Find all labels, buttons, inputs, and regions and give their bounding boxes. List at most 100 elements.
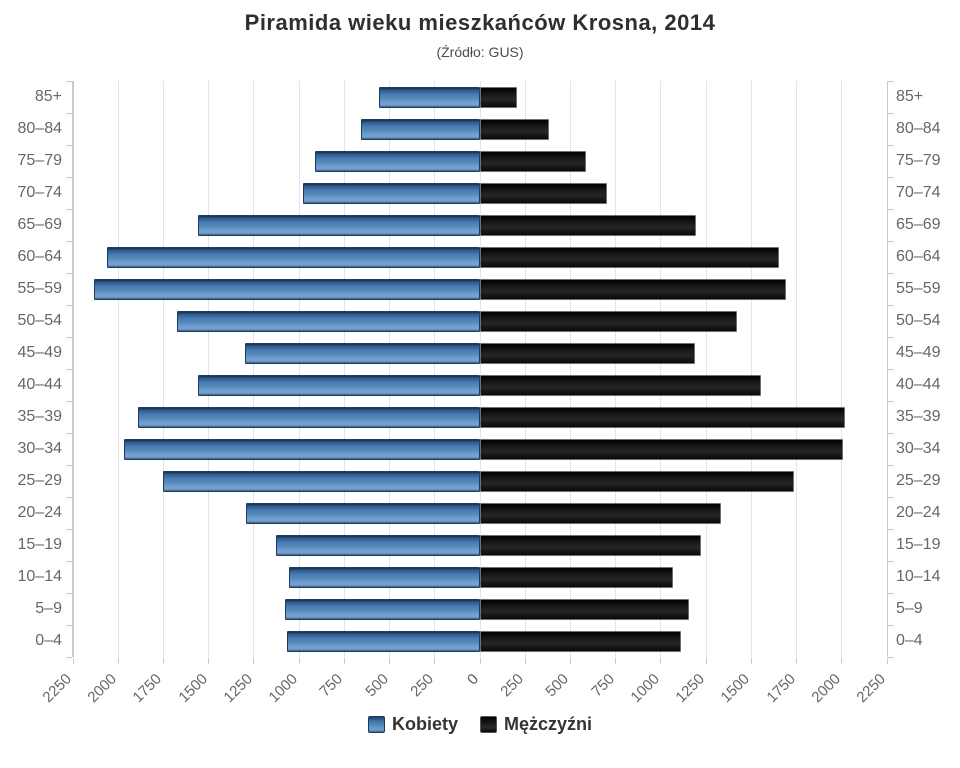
x-axis-tick [117, 658, 119, 664]
mezczyzni-bar-50–54 [480, 310, 737, 332]
x-axis-tick [434, 658, 436, 664]
age-group-label-right: 30–34 [896, 440, 941, 457]
legend-label-mezczyzni: Mężczyźni [503, 714, 593, 734]
age-group-label-right: 80–84 [896, 120, 941, 137]
x-axis-tick [660, 658, 662, 664]
left-axis-tick [66, 113, 72, 114]
x-gridline [705, 81, 707, 657]
mezczyzni-bar-25–29 [480, 470, 794, 492]
right-axis-tick [888, 305, 894, 306]
right-axis-tick [888, 401, 894, 402]
age-group-label-right: 15–19 [896, 536, 941, 553]
age-group-label-right: 45–49 [896, 344, 941, 361]
x-gridline [162, 81, 164, 657]
age-group-label-right: 25–29 [896, 472, 941, 489]
kobiety-swatch-icon [367, 716, 385, 733]
right-axis-tick [888, 561, 894, 562]
kobiety-bar-5–9 [284, 598, 480, 620]
right-axis-tick [888, 273, 894, 274]
left-axis-tick [66, 561, 72, 562]
left-axis-tick [66, 369, 72, 370]
left-axis-tick [66, 465, 72, 466]
mezczyzni-bar-70–74 [480, 182, 607, 204]
legend: Kobiety Mężczyźni [0, 714, 960, 735]
kobiety-bar-0–4 [287, 630, 480, 652]
legend-item-mezczyzni[interactable]: Mężczyźni [479, 714, 593, 735]
left-category-axis [72, 81, 73, 657]
x-axis-tick [796, 658, 798, 664]
left-axis-tick [66, 177, 72, 178]
kobiety-bar-10–14 [289, 566, 480, 588]
age-group-label-right: 65–69 [896, 216, 941, 233]
age-group-label-left: 75–79 [17, 152, 63, 169]
age-group-label-left: 55–59 [17, 280, 63, 297]
kobiety-bar-60–64 [107, 246, 480, 268]
age-group-label-left: 70–74 [17, 184, 63, 201]
x-gridline [253, 81, 255, 657]
x-gridline [434, 81, 436, 657]
age-group-label-left: 20–24 [17, 504, 63, 521]
x-gridline [750, 81, 752, 657]
chart-subtitle: (Źródło: GUS) [436, 44, 524, 60]
kobiety-bar-75–79 [315, 150, 480, 172]
age-group-label-right: 75–79 [896, 152, 941, 169]
left-axis-tick [66, 401, 72, 402]
x-gridline [389, 81, 391, 657]
right-axis-tick [888, 465, 894, 466]
age-group-label-left: 40–44 [17, 376, 63, 393]
mezczyzni-bar-15–19 [480, 534, 701, 556]
x-gridline [479, 81, 481, 657]
age-group-label-right: 70–74 [896, 184, 941, 201]
right-axis-tick [888, 209, 894, 210]
mezczyzni-bar-85+ [480, 86, 518, 108]
age-group-label-left: 25–29 [17, 472, 63, 489]
mezczyzni-swatch-icon [479, 716, 497, 733]
left-axis-tick [66, 625, 72, 626]
right-axis-tick [888, 145, 894, 146]
right-axis-tick [888, 337, 894, 338]
mezczyzni-bar-35–39 [480, 406, 846, 428]
mezczyzni-bar-80–84 [480, 118, 549, 140]
age-group-label-left: 5–9 [35, 600, 62, 617]
left-axis-tick [66, 593, 72, 594]
age-group-label-left: 35–39 [17, 408, 63, 425]
x-axis-tick [705, 658, 707, 664]
age-group-label-left: 50–54 [17, 312, 63, 329]
mezczyzni-bar-75–79 [480, 150, 586, 172]
left-axis-tick [66, 273, 72, 274]
x-gridline [660, 81, 662, 657]
legend-item-kobiety[interactable]: Kobiety [367, 714, 458, 735]
mezczyzni-bar-65–69 [480, 214, 697, 236]
age-group-label-right: 20–24 [896, 504, 941, 521]
left-axis-tick [66, 337, 72, 338]
chart-title: Piramida wieku mieszkańców Krosna, 2014 [244, 10, 716, 35]
mezczyzni-bar-0–4 [480, 630, 681, 652]
kobiety-bar-85+ [378, 86, 480, 108]
x-gridline [524, 81, 526, 657]
kobiety-bar-65–69 [197, 214, 480, 236]
age-group-label-right: 50–54 [896, 312, 941, 329]
age-group-label-left: 15–19 [17, 536, 63, 553]
x-axis-tick [886, 658, 888, 664]
age-group-label-right: 35–39 [896, 408, 941, 425]
kobiety-bar-35–39 [138, 406, 480, 428]
x-axis-tick [162, 658, 164, 664]
right-axis-tick [888, 497, 894, 498]
right-axis-tick [888, 625, 894, 626]
x-axis-tick [750, 658, 752, 664]
x-axis-tick [208, 658, 210, 664]
kobiety-bar-15–19 [275, 534, 480, 556]
mezczyzni-bar-55–59 [480, 278, 786, 300]
mezczyzni-bar-30–34 [480, 438, 843, 460]
x-axis-tick [72, 658, 74, 664]
x-gridline [72, 81, 74, 657]
x-axis-tick [524, 658, 526, 664]
right-axis-tick [888, 369, 894, 370]
x-gridline [841, 81, 843, 657]
x-gridline [343, 81, 345, 657]
x-axis-tick [479, 658, 481, 664]
age-group-label-left: 0–4 [35, 632, 62, 649]
kobiety-bar-40–44 [197, 374, 480, 396]
age-group-label-left: 10–14 [17, 568, 63, 585]
x-axis-tick [253, 658, 255, 664]
